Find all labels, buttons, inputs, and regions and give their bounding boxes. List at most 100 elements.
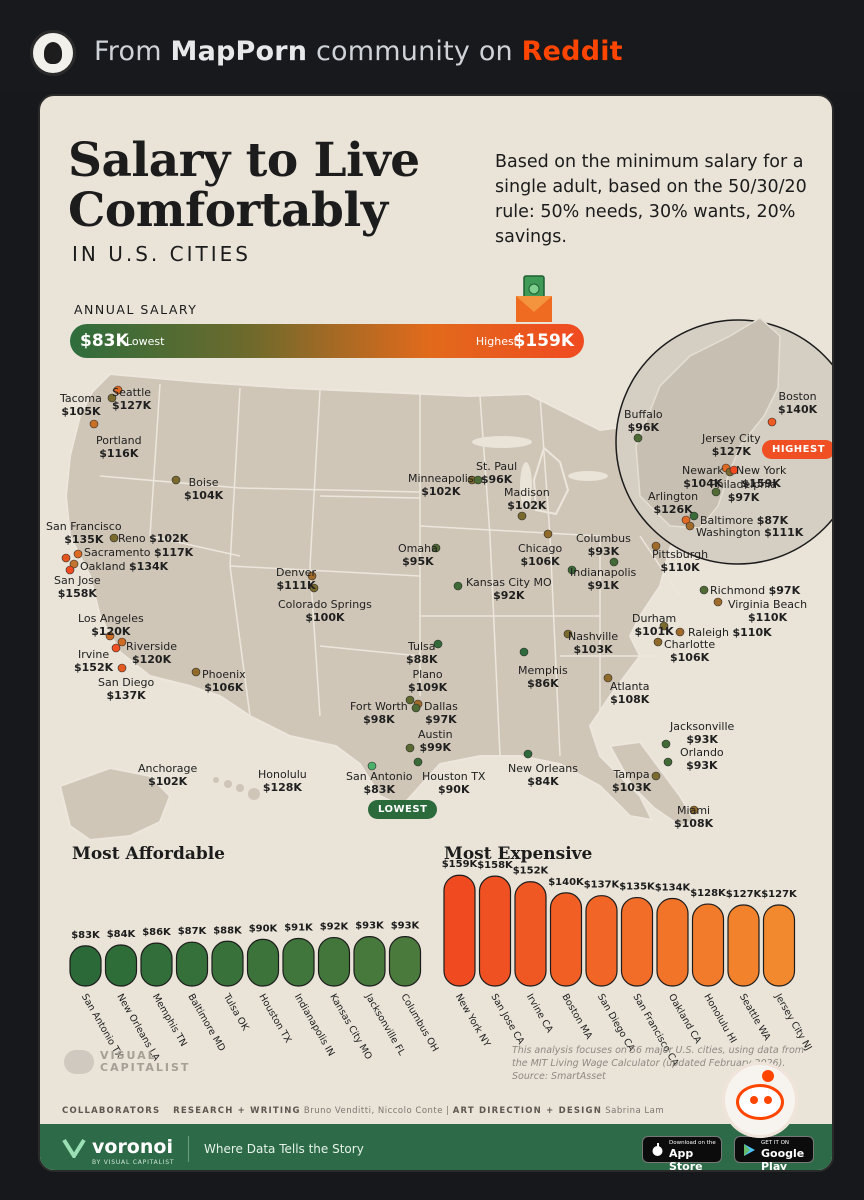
city-label-jersey-city: Jersey City $127K: [702, 432, 761, 458]
city-label-tacoma: Tacoma $105K: [60, 392, 102, 418]
google-play-button[interactable]: GET IT ON Google Play: [734, 1136, 814, 1170]
subtitle: IN U.S. CITIES: [72, 242, 251, 266]
city-label-new-york: New York $159K: [736, 464, 787, 490]
legend-low-text: Lowest: [126, 335, 165, 348]
footer-bar: voronoi BY VISUAL CAPITALIST Where Data …: [40, 1124, 832, 1170]
expensive-value-label: $135K: [619, 882, 656, 893]
infographic-card: Salary to Live Comfortably IN U.S. CITIE…: [38, 94, 834, 1172]
legend-high-text: Highest: [475, 335, 518, 348]
city-label-newark: Newark $104K: [682, 464, 724, 490]
site-name[interactable]: Reddit: [521, 36, 623, 67]
expensive-category-label: New York NY: [453, 992, 492, 1049]
subreddit-avatar[interactable]: [30, 30, 76, 76]
expensive-value-label: $128K: [690, 888, 727, 899]
expensive-category-label: San Jose CA: [488, 992, 526, 1047]
expensive-value-label: $158K: [477, 860, 514, 871]
affordable-value-label: $87K: [178, 926, 208, 937]
source-prefix: From: [94, 36, 162, 67]
expensive-category-label: Honolulu HI: [701, 992, 738, 1045]
city-label-sacramento: Sacramento $117K: [84, 546, 194, 559]
alaska: [58, 766, 172, 842]
voronoi-brand[interactable]: voronoi: [92, 1136, 173, 1158]
city-label-memphis: Memphis $86K: [518, 664, 568, 690]
city-label-charlotte: Charlotte $106K: [664, 638, 716, 664]
vc-logo-mark: [64, 1050, 94, 1074]
expensive-category-label: Oakland CA: [666, 992, 704, 1046]
city-label-austin: Austin $99K: [418, 728, 453, 754]
city-label-washington: Washington $111K: [696, 526, 804, 539]
city-label-kansas-city-mo: Kansas City MO $92K: [466, 576, 552, 602]
city-label-philadelphia: Philadelphia $97K: [710, 478, 778, 504]
city-label-raleigh: Raleigh $110K: [688, 626, 772, 639]
city-label-los-angeles: Los Angeles $120K: [78, 612, 144, 638]
affordable-category-label: Houston TX: [256, 992, 293, 1045]
us-map: [58, 317, 832, 842]
source-middle: community on: [316, 36, 513, 67]
expensive-bar: [478, 875, 512, 987]
expensive-chart-title: Most Expensive: [444, 844, 593, 864]
city-label-riverside: Riverside $120K: [126, 640, 178, 666]
city-label-san-francisco: San Francisco $135K: [46, 520, 122, 546]
city-label-omaha: Omaha $95K: [398, 542, 438, 568]
expensive-value-label: $134K: [655, 882, 692, 893]
money-envelope-icon: [516, 275, 552, 322]
expensive-value-label: $137K: [584, 880, 621, 891]
michigan-peninsula: [532, 446, 570, 516]
city-label-seattle: Seattle $127K: [112, 386, 152, 412]
expensive-bar: [727, 904, 760, 987]
city-label-chicago: Chicago $106K: [518, 542, 563, 568]
city-label-houston-tx: Houston TX $90K: [422, 770, 486, 796]
expensive-value-label: $127K: [761, 889, 798, 900]
city-label-minneapolis: Minneapolis $102K: [408, 472, 474, 498]
city-label-boise: Boise $104K: [184, 476, 224, 502]
city-label-jacksonville: Jacksonville $93K: [670, 720, 735, 746]
city-label-durham: Durham $101K: [632, 612, 677, 638]
city-label-san-antonio: San Antonio $83K: [346, 770, 413, 796]
app-store-button[interactable]: Download on the App Store: [642, 1136, 722, 1170]
affordable-category-label: Baltimore MD: [185, 992, 227, 1053]
city-label-madison: Madison $102K: [504, 486, 550, 512]
affordable-value-label: $83K: [71, 930, 101, 941]
expensive-bar: [691, 903, 725, 987]
affordable-category-label: Indianapolis IN: [292, 992, 337, 1058]
affordable-bar: [246, 938, 280, 987]
expensive-bar: [620, 896, 654, 987]
title-line-1: Salary to Live: [68, 133, 420, 188]
city-label-new-orleans: New Orleans $84K: [508, 762, 578, 788]
expensive-bar: [585, 895, 618, 987]
city-label-denver: Denver $111K: [276, 566, 317, 592]
city-label-buffalo: Buffalo $96K: [624, 408, 663, 434]
visual-capitalist-logo: VISUAL CAPITALIST: [62, 1046, 192, 1080]
affordable-category-label: Tulsa OK: [220, 991, 251, 1033]
affordable-bar: [104, 944, 138, 987]
art-label: ART DIRECTION + DESIGN: [452, 1106, 603, 1116]
expensive-bar: [443, 874, 476, 987]
description: Based on the minimum salary for a single…: [495, 152, 807, 247]
city-label-phoenix: Phoenix $106K: [202, 668, 246, 694]
affordable-value-label: $86K: [142, 927, 172, 938]
city-label-pittsburgh: Pittsburgh $110K: [652, 548, 709, 574]
apple-icon: [652, 1143, 663, 1156]
affordable-bar: [69, 945, 102, 987]
affordable-value-label: $93K: [391, 921, 421, 932]
collab-label: COLLABORATORS: [62, 1106, 161, 1116]
city-label-boston: Boston $140K: [778, 390, 818, 416]
city-label-san-jose: San Jose $158K: [54, 574, 101, 600]
city-label-richmond: Richmond $97K: [710, 584, 801, 597]
affordable-bar: [317, 936, 351, 987]
voronoi-by: BY VISUAL CAPITALIST: [92, 1159, 175, 1166]
city-label-tulsa: Tulsa $88K: [406, 640, 438, 666]
affordable-category-label: Memphis TN: [150, 992, 189, 1048]
expensive-category-label: Seattle WA: [737, 992, 773, 1043]
community-name[interactable]: MapPorn: [170, 36, 308, 67]
legend-low-value: $83K: [80, 331, 129, 351]
city-label-atlanta: Atlanta $108K: [610, 680, 650, 706]
reddit-source-header: From MapPorn community on Reddit: [0, 0, 864, 92]
city-label-san-diego: San Diego $137K: [98, 676, 155, 702]
affordable-bar: [282, 937, 315, 987]
city-markers: [61, 385, 777, 815]
affordable-value-label: $92K: [320, 922, 350, 933]
city-label-oakland: Oakland $134K: [80, 560, 169, 573]
expensive-value-label: $127K: [726, 889, 763, 900]
